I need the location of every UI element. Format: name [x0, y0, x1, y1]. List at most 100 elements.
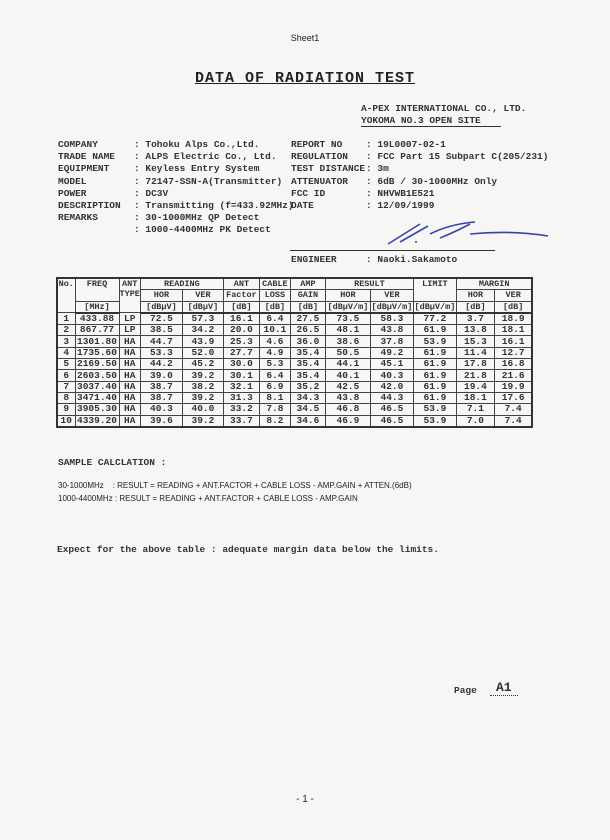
- table-cell: 45.1: [369, 358, 414, 371]
- info-label: TEST DISTANCE: [291, 163, 366, 175]
- unit-db: [dB]: [222, 300, 260, 314]
- info-label: DATE: [291, 200, 314, 212]
- table-cell: HA: [118, 380, 141, 393]
- table-row: 8 3471.40 HA 38.7 39.2 31.3 8.1 34.3 43.8 44.3 61.…: [56, 391, 533, 405]
- unit-db: [dB]: [455, 300, 495, 314]
- left-info-labels: COMPANY TRADE NAME EQUIPMENT MODEL POWER…: [58, 139, 121, 224]
- table-cell: 1301.80: [74, 335, 120, 348]
- table-cell: 27.7: [222, 346, 260, 360]
- table-cell: 45.2: [181, 358, 224, 371]
- table-cell: 5.3: [258, 358, 291, 371]
- table-cell: 3037.40: [74, 380, 120, 393]
- table-cell: 43.8: [324, 391, 371, 405]
- table-cell: 7.1: [455, 403, 495, 416]
- info-label: REMARKS: [58, 212, 98, 224]
- table-cell: 7: [56, 380, 76, 393]
- unit-dbuv: [dBμV]: [181, 300, 224, 314]
- info-label: REGULATION: [291, 151, 349, 163]
- table-cell: 19.4: [455, 380, 495, 393]
- left-info-values: : Tohoku Alps Co.,Ltd. : ALPS Electric C…: [134, 139, 294, 237]
- table-cell: 48.1: [324, 324, 371, 337]
- table-cell: HA: [118, 346, 141, 360]
- table-cell: LP: [118, 312, 141, 326]
- table-cell: 20.0: [222, 324, 260, 337]
- table-cell: 61.9: [412, 346, 457, 360]
- right-info-labels: REPORT NO REGULATION TEST DISTANCE ATTEN…: [291, 139, 365, 212]
- info-label: EQUIPMENT: [58, 163, 110, 175]
- unit-db: [dB]: [289, 300, 326, 314]
- table-cell: 40.3: [139, 403, 183, 416]
- lab-site: YOKOMA NO.3 OPEN SITE: [361, 115, 501, 127]
- table-cell: 18.1: [455, 391, 495, 405]
- signature-line: [290, 250, 495, 251]
- table-cell: 13.8: [455, 324, 495, 337]
- header-reading-hor: HOR: [139, 289, 183, 302]
- table-cell: 52.0: [181, 346, 224, 360]
- table-cell: 38.5: [139, 324, 183, 337]
- header-amp: AMP: [289, 277, 326, 291]
- table-cell: 17.8: [455, 358, 495, 371]
- sample-title: SAMPLE CALCLATION :: [58, 457, 167, 468]
- table-cell: 44.3: [369, 391, 414, 405]
- table-cell: 36.0: [289, 335, 326, 348]
- table-cell: 61.9: [412, 391, 457, 405]
- table-cell: 44.2: [139, 358, 183, 371]
- table-cell: 72.5: [139, 312, 183, 326]
- table-row: 4 1735.60 HA 53.3 52.0 27.7 4.9 35.4 50.5 49.2 61.…: [56, 346, 533, 360]
- table-cell: 38.6: [324, 335, 371, 348]
- header-ant-factor: ANT: [222, 277, 260, 291]
- table-cell: 32.1: [222, 380, 260, 393]
- table-cell: 39.2: [181, 414, 224, 428]
- table-cell: 16.1: [222, 312, 260, 326]
- info-value: : 19L0007-02-1: [366, 139, 446, 150]
- table-cell: 40.0: [181, 403, 224, 416]
- table-cell: 7.4: [493, 403, 533, 416]
- table-cell: 6.4: [258, 369, 291, 382]
- table-cell: 8.2: [258, 414, 291, 428]
- lab-name: A-PEX INTERNATIONAL CO., LTD.: [361, 103, 527, 114]
- header-cable: CABLE: [258, 277, 291, 291]
- table-cell: 44.1: [324, 358, 371, 371]
- radiation-data-table: No. FREQ ANT TYPE READING ANT CABLE AMP R…: [56, 277, 534, 428]
- table-cell: 34.3: [289, 391, 326, 405]
- table-cell: 46.5: [369, 414, 414, 428]
- unit-mhz: [MHz]: [74, 300, 120, 314]
- table-cell: HA: [118, 358, 141, 371]
- table-row: 3 1301.80 HA 44.7 43.9 25.3 4.6 36.0 38.6 37.8 53.…: [56, 335, 533, 348]
- table-cell: 21.6: [493, 369, 533, 382]
- info-value: : ALPS Electric Co., Ltd.: [134, 151, 277, 163]
- info-label: FCC ID: [291, 187, 326, 199]
- table-cell: 7.0: [455, 414, 495, 428]
- table-cell: 18.1: [493, 324, 533, 337]
- info-value: : Transmitting (f=433.92MHz): [134, 200, 294, 212]
- table-cell: 18.9: [493, 312, 533, 326]
- header-result-hor: HOR: [324, 289, 371, 302]
- table-cell: 867.77: [74, 324, 120, 337]
- table-cell: 34.5: [289, 403, 326, 416]
- info-value: : 3m: [366, 163, 389, 175]
- header-margin-hor: HOR: [455, 289, 495, 302]
- table-cell: 61.9: [412, 324, 457, 337]
- unit-db: [dB]: [493, 300, 533, 314]
- sheet-label: Sheet1: [290, 33, 320, 43]
- info-value: : FCC Part 15 Subpart C(205/231): [366, 151, 549, 163]
- table-cell: 35.2: [289, 380, 326, 393]
- table-cell: 73.5: [324, 312, 371, 326]
- table-cell: 34.2: [181, 324, 224, 337]
- info-value: : DC3V: [134, 187, 169, 199]
- table-cell: 39.2: [181, 369, 224, 382]
- info-value: : Tohoku Alps Co.,Ltd.: [134, 139, 260, 150]
- table-row: 1 433.88 LP 72.5 57.3 16.1 6.4 27.5 73.5 58.3 77.2…: [56, 312, 533, 326]
- table-cell: 53.3: [139, 346, 183, 360]
- table-cell: 19.9: [493, 380, 533, 393]
- table-cell: 21.8: [455, 369, 495, 382]
- table-cell: 77.2: [412, 312, 457, 326]
- page-footer: - 1 -: [296, 794, 314, 805]
- table-cell: 30.0: [222, 358, 260, 371]
- header-factor: Factor: [222, 289, 260, 302]
- table-cell: 12.7: [493, 346, 533, 360]
- info-value: : NHVWB1E521: [366, 187, 435, 199]
- page-value: A1: [490, 680, 518, 696]
- table-cell: 57.3: [181, 312, 224, 326]
